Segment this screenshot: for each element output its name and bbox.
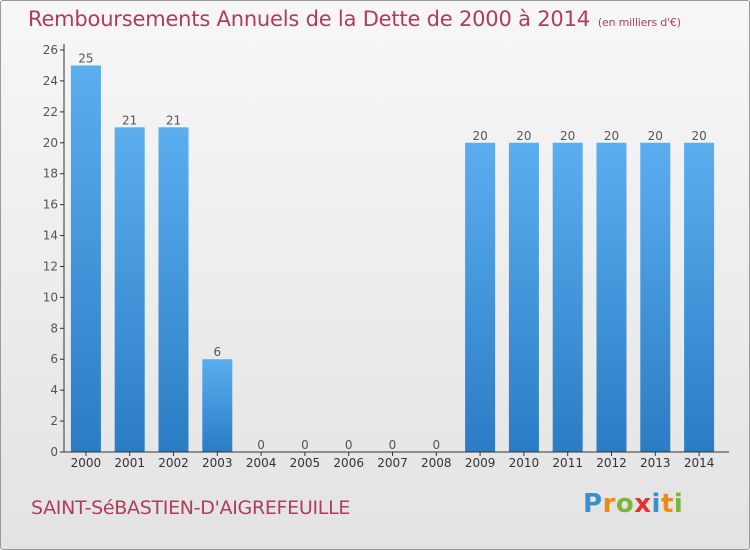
y-tick-label: 10 [43,290,58,304]
bar-2010 [508,142,539,452]
y-tick-label: 8 [50,321,58,335]
chart-subtitle: (en milliers d'€) [597,16,681,29]
y-tick-label: 26 [43,43,58,57]
bar-value-label: 25 [78,51,93,65]
bar-value-label: 20 [560,129,575,143]
bar-2000 [70,65,101,452]
y-tick-label: 2 [50,414,58,428]
bar-value-label: 0 [301,438,309,452]
x-tick-label: 2011 [552,456,583,470]
logo-letter: P [583,489,603,519]
bar-value-label: 20 [648,129,663,143]
bar-2009 [465,142,496,452]
x-tick-label: 2004 [246,456,277,470]
bar-value-label: 20 [691,129,706,143]
x-tick-label: 2014 [684,456,715,470]
bar-2013 [640,142,671,452]
bar-value-label: 0 [345,438,353,452]
x-tick-label: 2013 [640,456,671,470]
bar-2003 [202,359,233,452]
y-tick-label: 12 [43,259,58,273]
logo-letter: o [615,489,635,519]
y-tick-label: 20 [43,136,58,150]
chart-title: Remboursements Annuels de la Dette de 20… [28,7,681,31]
bar-value-label: 20 [516,129,531,143]
y-tick-label: 4 [50,383,58,397]
bar-value-label: 20 [604,129,619,143]
bar-value-label: 21 [122,113,137,127]
x-tick-label: 2008 [421,456,452,470]
logo-letter: t [660,489,674,519]
x-tick-label: 2000 [71,456,102,470]
y-tick-label: 16 [43,198,58,212]
commune-name: SAINT-SéBASTIEN-D'AIGREFEUILLE [31,497,351,519]
x-tick-label: 2012 [596,456,627,470]
y-tick-label: 6 [50,352,58,366]
x-tick-label: 2009 [465,456,496,470]
bar-value-label: 21 [166,113,181,127]
bar-2012 [596,142,627,452]
y-tick-label: 24 [43,74,58,88]
chart-title-text: Remboursements Annuels de la Dette de 20… [28,7,590,31]
bar-2014 [684,142,715,452]
x-tick-label: 2002 [158,456,189,470]
bar-value-label: 0 [257,438,265,452]
bar-value-label: 0 [389,438,397,452]
x-tick-label: 2003 [202,456,233,470]
bar-2001 [114,127,145,453]
logo-letter: i [651,489,661,519]
proxiti-logo: Proxiti [583,489,683,519]
y-tick-label: 18 [43,167,58,181]
bar-2002 [158,127,189,453]
logo-letter: r [602,489,616,519]
logo-letter: i [673,489,684,519]
bar-2011 [552,142,583,452]
bar-value-label: 20 [472,129,487,143]
x-tick-label: 2010 [509,456,540,470]
x-tick-label: 2006 [333,456,364,470]
y-tick-label: 14 [43,229,58,243]
logo-letter: x [634,489,652,519]
bar-value-label: 6 [213,345,221,359]
x-tick-label: 2005 [290,456,321,470]
y-tick-label: 0 [50,445,58,459]
x-tick-label: 2007 [377,456,408,470]
bar-value-label: 0 [432,438,440,452]
x-tick-label: 2001 [114,456,145,470]
y-tick-label: 22 [43,105,58,119]
